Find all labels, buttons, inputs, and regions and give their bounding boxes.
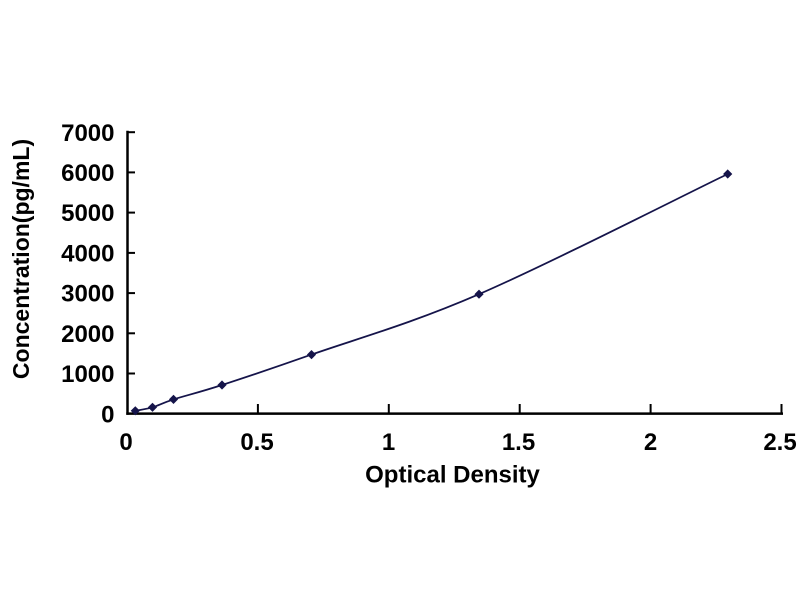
svg-text:Concentration(pg/mL): Concentration(pg/mL) [8,139,34,379]
svg-text:3000: 3000 [61,281,114,308]
svg-text:7000: 7000 [61,120,114,147]
svg-text:0.5: 0.5 [240,429,273,456]
svg-text:1: 1 [382,429,395,456]
svg-text:Optical Density: Optical Density [365,461,540,488]
svg-text:2: 2 [644,429,657,456]
svg-text:6000: 6000 [61,160,114,187]
svg-text:1.5: 1.5 [502,429,535,456]
svg-text:0: 0 [101,401,114,428]
svg-text:2000: 2000 [61,321,114,348]
svg-text:2.5: 2.5 [763,429,796,456]
svg-text:0: 0 [119,429,132,456]
svg-text:4000: 4000 [61,241,114,268]
svg-text:5000: 5000 [61,200,114,227]
svg-text:1000: 1000 [61,361,114,388]
